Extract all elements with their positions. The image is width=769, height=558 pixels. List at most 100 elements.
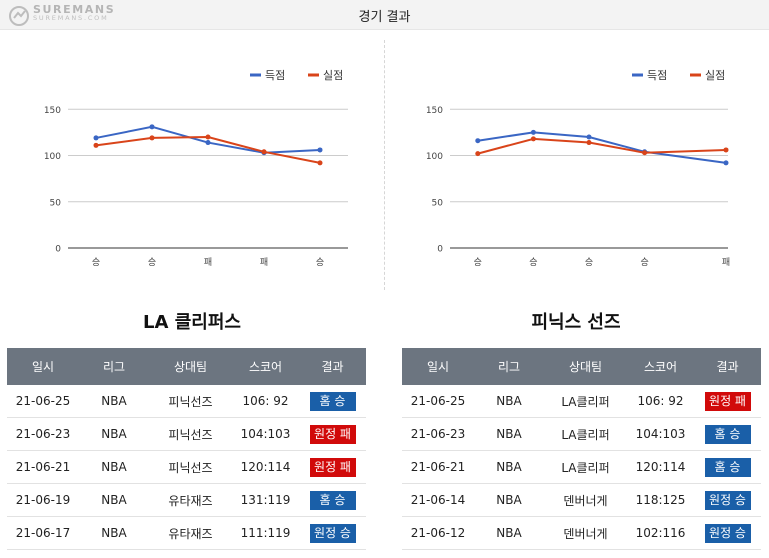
x-tick-label: 승 <box>148 257 156 268</box>
column-header: 상대팀 <box>149 348 232 385</box>
series-line-scored <box>477 131 727 164</box>
chart-right-svg: 0 50 100 150 승 승 승 승 패 득점 실점 <box>426 69 730 268</box>
y-tick-label: 150 <box>44 106 61 116</box>
team-title-left: LA 클리퍼스 <box>143 312 241 333</box>
result-badge: 원정 패 <box>309 424 356 444</box>
column-header: 리그 <box>79 348 149 385</box>
cell-date: 21-06-17 <box>7 516 79 550</box>
cell-score: 111:119 <box>232 516 299 550</box>
cell-opponent: 유타재즈 <box>149 516 232 550</box>
cell-opponent: 덴버너게 <box>544 516 627 550</box>
result-badge: 홈 승 <box>704 424 751 444</box>
legend-label: 실점 <box>705 69 725 82</box>
page-title: 경기 결과 <box>358 10 411 25</box>
y-tick-label: 100 <box>44 152 61 162</box>
logo-text: SUREMANS <box>33 3 116 16</box>
x-tick-label: 승 <box>585 257 593 268</box>
column-header: 일시 <box>402 348 474 385</box>
cell-league: NBA <box>474 385 544 418</box>
cell-opponent: LA클리퍼 <box>544 385 627 418</box>
result-badge: 원정 승 <box>704 523 751 543</box>
result-badge: 원정 승 <box>704 490 751 510</box>
data-point <box>93 142 99 148</box>
data-point <box>723 147 729 153</box>
table-row: 21-06-23 NBA LA클리퍼 104:103 홈 승 <box>402 417 761 451</box>
column-header: 스코어 <box>232 348 299 385</box>
y-tick-label: 0 <box>55 245 61 255</box>
column-header: 리그 <box>474 348 544 385</box>
data-point <box>475 138 481 144</box>
results-table-left: 일시 리그 상대팀 스코어 결과 21-06-25 NBA 피닉선즈 106: 92 홈 승 21… <box>7 348 366 550</box>
cell-opponent: 피닉선즈 <box>149 450 232 484</box>
result-badge: 홈 승 <box>704 457 751 477</box>
cell-score: 120:114 <box>627 450 694 484</box>
cell-date: 21-06-23 <box>7 417 79 451</box>
result-badge: 홈 승 <box>309 490 356 510</box>
x-tick-label: 승 <box>92 257 100 268</box>
x-tick-label: 승 <box>529 257 537 268</box>
table-header-row: 일시 리그 상대팀 스코어 결과 <box>7 348 366 385</box>
table-row: 21-06-14 NBA 덴버너게 118:125 원정 승 <box>402 483 761 517</box>
cell-league: NBA <box>474 450 544 484</box>
legend-label: 실점 <box>323 69 343 82</box>
result-badge: 원정 패 <box>309 457 356 477</box>
column-header: 상대팀 <box>544 348 627 385</box>
x-tick-label: 승 <box>316 257 324 268</box>
data-point <box>205 140 211 146</box>
cell-score: 104:103 <box>627 417 694 451</box>
cell-date: 21-06-23 <box>402 417 474 451</box>
data-point <box>93 135 99 141</box>
cell-result: 원정 패 <box>299 417 366 451</box>
data-point <box>317 147 323 153</box>
data-point <box>642 150 648 156</box>
cell-result: 홈 승 <box>299 385 366 418</box>
cell-date: 21-06-25 <box>7 385 79 418</box>
cell-opponent: LA클리퍼 <box>544 450 627 484</box>
data-point <box>475 151 481 157</box>
cell-opponent: 유타재즈 <box>149 483 232 517</box>
table-row: 21-06-25 NBA LA클리퍼 106: 92 원정 패 <box>402 385 761 418</box>
column-header: 결과 <box>299 348 366 385</box>
cell-score: 120:114 <box>232 450 299 484</box>
y-tick-label: 0 <box>437 245 443 255</box>
cell-opponent: 피닉선즈 <box>149 417 232 451</box>
cell-date: 21-06-25 <box>402 385 474 418</box>
cell-league: NBA <box>474 417 544 451</box>
legend-label: 득점 <box>265 69 285 82</box>
logo-icon <box>9 6 29 26</box>
team-title-right: 피닉스 선즈 <box>531 312 621 333</box>
cell-league: NBA <box>79 450 149 484</box>
cell-result: 홈 승 <box>299 483 366 517</box>
table-row: 21-06-23 NBA 피닉선즈 104:103 원정 패 <box>7 417 366 451</box>
cell-opponent: LA클리퍼 <box>544 417 627 451</box>
cell-league: NBA <box>79 385 149 418</box>
table-row: 21-06-25 NBA 피닉선즈 106: 92 홈 승 <box>7 385 366 418</box>
panel-divider <box>384 40 385 290</box>
cell-result: 원정 패 <box>694 385 761 418</box>
x-tick-label: 승 <box>474 257 482 268</box>
result-badge: 홈 승 <box>309 391 356 411</box>
cell-league: NBA <box>474 483 544 517</box>
cell-league: NBA <box>79 417 149 451</box>
cell-result: 홈 승 <box>694 417 761 451</box>
table-row: 21-06-17 NBA 유타재즈 111:119 원정 승 <box>7 516 366 550</box>
column-header: 스코어 <box>627 348 694 385</box>
y-tick-label: 50 <box>432 198 444 208</box>
table-header-row: 일시 리그 상대팀 스코어 결과 <box>402 348 761 385</box>
cell-result: 원정 승 <box>694 483 761 517</box>
cell-score: 106: 92 <box>232 385 299 418</box>
data-point <box>149 124 155 130</box>
table-row: 21-06-21 NBA 피닉선즈 120:114 원정 패 <box>7 450 366 484</box>
cell-opponent: 피닉선즈 <box>149 385 232 418</box>
data-point <box>149 135 155 141</box>
cell-date: 21-06-12 <box>402 516 474 550</box>
cell-score: 131:119 <box>232 483 299 517</box>
chart-left-svg: 0 50 100 150 승 승 패 패 승 득점 실점 <box>44 69 348 268</box>
cell-result: 원정 승 <box>299 516 366 550</box>
x-tick-label: 패 <box>260 257 268 268</box>
chart-left: 0 50 100 150 승 승 패 패 승 득점 실점 <box>0 55 384 295</box>
cell-score: 104:103 <box>232 417 299 451</box>
result-badge: 원정 승 <box>309 523 356 543</box>
data-point <box>261 149 267 155</box>
cell-date: 21-06-21 <box>7 450 79 484</box>
